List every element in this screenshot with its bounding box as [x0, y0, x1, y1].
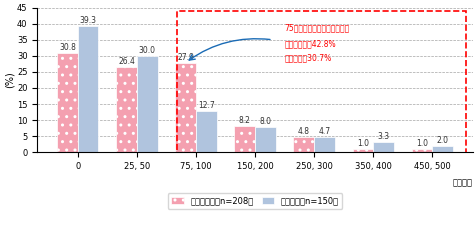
Bar — [431, 146, 452, 152]
Bar — [57, 53, 78, 152]
Bar — [234, 126, 255, 152]
Text: 一般住民：30.7%: 一般住民：30.7% — [284, 54, 331, 63]
Text: 8.0: 8.0 — [259, 117, 271, 126]
Bar — [255, 126, 275, 152]
Text: 4.7: 4.7 — [318, 127, 330, 136]
Text: 4.8: 4.8 — [297, 127, 309, 136]
Bar — [196, 111, 216, 152]
Text: 27.9: 27.9 — [177, 53, 194, 62]
Text: 75万円以上の価値を認める者: 75万円以上の価値を認める者 — [284, 23, 349, 32]
Text: 1.0: 1.0 — [415, 139, 427, 148]
Text: 26.4: 26.4 — [118, 57, 135, 66]
Bar — [314, 137, 334, 152]
Bar — [137, 56, 157, 152]
Text: 2.0: 2.0 — [436, 136, 448, 145]
Bar — [373, 142, 393, 152]
Bar — [175, 63, 196, 152]
Text: 8.2: 8.2 — [238, 116, 250, 125]
Text: 1.0: 1.0 — [356, 139, 368, 148]
Text: 30.8: 30.8 — [59, 43, 76, 52]
Text: 30.0: 30.0 — [139, 46, 155, 55]
Text: （万円）: （万円） — [452, 178, 472, 187]
Legend: 地方移住者（n=208）, 一般住民（n=150）: 地方移住者（n=208）, 一般住民（n=150） — [168, 193, 342, 209]
Text: 12.7: 12.7 — [198, 101, 214, 110]
Text: 地方移住者：42.8%: 地方移住者：42.8% — [284, 39, 336, 48]
Text: 3.3: 3.3 — [377, 132, 389, 141]
Bar — [411, 149, 431, 152]
Bar — [116, 68, 137, 152]
Y-axis label: (%): (%) — [4, 72, 14, 88]
Bar — [293, 137, 314, 152]
Text: 39.3: 39.3 — [79, 16, 97, 25]
Bar — [78, 26, 98, 152]
Bar — [352, 149, 373, 152]
